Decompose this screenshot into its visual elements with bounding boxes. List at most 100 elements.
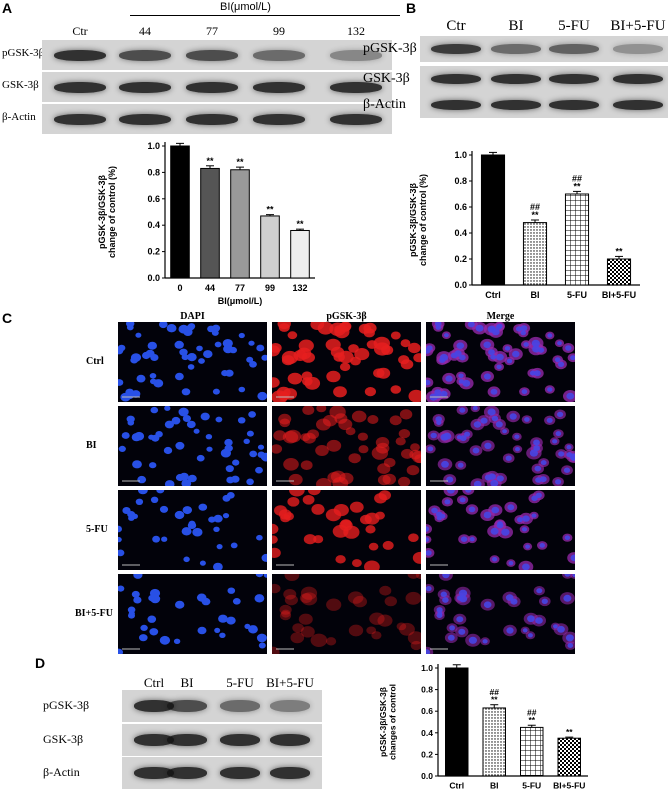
blot-band <box>491 100 541 110</box>
nucleus <box>555 431 562 437</box>
nucleus <box>531 495 538 502</box>
cell <box>148 434 155 440</box>
cell <box>203 350 213 359</box>
cell <box>408 342 421 354</box>
cell <box>255 466 263 474</box>
cell <box>198 358 205 364</box>
cell <box>187 474 197 483</box>
nucleus <box>436 607 443 613</box>
nucleus <box>442 574 450 579</box>
cell <box>405 591 421 605</box>
nucleus <box>480 417 488 424</box>
cell <box>283 512 294 521</box>
micrograph-0 <box>118 574 267 654</box>
nucleus <box>557 361 565 367</box>
y-tick-label: 1.0 <box>147 141 160 151</box>
cell <box>221 370 229 377</box>
cell <box>304 376 321 390</box>
blot-band <box>186 49 238 61</box>
cell <box>181 527 192 536</box>
nucleus <box>458 628 466 635</box>
nucleus <box>439 357 446 363</box>
cell <box>368 542 379 551</box>
cell <box>199 560 206 566</box>
x-tick-label: BI <box>531 290 540 300</box>
nucleus <box>426 550 432 556</box>
nucleus <box>502 429 507 434</box>
blot-row-label: GSK-3β <box>43 732 84 746</box>
cell <box>243 438 250 444</box>
cell <box>187 323 195 331</box>
cell <box>279 418 291 428</box>
nucleus <box>482 639 488 644</box>
nucleus <box>475 324 484 332</box>
blot-band <box>330 49 382 61</box>
cell <box>287 497 300 507</box>
lane-label: BI+5-FU <box>610 18 666 34</box>
blot-row-label: pGSK-3β <box>363 41 417 56</box>
micrograph-1 <box>272 574 421 654</box>
cell <box>262 455 267 462</box>
blot-band <box>253 81 305 93</box>
nucleus <box>426 586 432 592</box>
x-tick-label: BI+5-FU <box>553 781 585 791</box>
cell <box>338 322 351 332</box>
cell <box>238 332 245 339</box>
lane-label: 44 <box>139 24 151 38</box>
cell <box>272 583 281 594</box>
cell <box>410 443 420 452</box>
lane-label: 99 <box>273 24 285 38</box>
nucleus <box>441 460 449 468</box>
cell <box>299 593 313 604</box>
cell <box>396 622 407 631</box>
cell <box>138 490 148 495</box>
cell <box>280 609 291 618</box>
cell <box>287 331 298 340</box>
panel-c-label: C <box>2 310 13 326</box>
y-axis-label-line1: pGSK-3β/GSK-3β <box>380 687 388 757</box>
nucleus <box>525 544 530 549</box>
cell <box>187 364 195 370</box>
panel-d-label: D <box>35 655 46 671</box>
cell <box>175 372 184 381</box>
nucleus <box>447 634 455 641</box>
nucleus <box>487 408 496 416</box>
lane-label: 132 <box>347 24 365 38</box>
cell <box>307 490 321 496</box>
blot-band <box>549 44 599 54</box>
nucleus <box>507 504 515 511</box>
nucleus <box>535 617 543 624</box>
cell <box>326 637 337 646</box>
cell <box>407 631 421 645</box>
bar <box>520 726 544 777</box>
cell <box>147 341 157 350</box>
cell <box>287 372 303 385</box>
nucleus <box>472 447 480 454</box>
cell <box>153 379 164 388</box>
nucleus <box>496 353 504 361</box>
cell <box>230 542 238 549</box>
cell <box>256 534 263 541</box>
cell <box>311 504 325 515</box>
nucleus <box>536 588 543 594</box>
x-tick-label: 44 <box>205 283 215 293</box>
cell <box>358 445 369 454</box>
x-tick-label: 77 <box>235 283 245 293</box>
nucleus <box>531 513 537 518</box>
cell <box>248 411 256 418</box>
cell <box>218 614 228 623</box>
nucleus <box>557 625 565 633</box>
nucleus <box>555 479 562 485</box>
cell <box>175 441 185 450</box>
significance-label: ** <box>531 210 539 220</box>
cell <box>316 418 331 431</box>
cell <box>150 406 159 414</box>
blot-band <box>119 81 171 93</box>
nucleus <box>564 574 571 577</box>
cell <box>150 496 159 503</box>
nucleus <box>490 388 498 395</box>
cell <box>285 429 302 443</box>
cell <box>289 490 305 497</box>
cell <box>310 633 328 647</box>
y-tick-label: 0.0 <box>454 280 467 290</box>
